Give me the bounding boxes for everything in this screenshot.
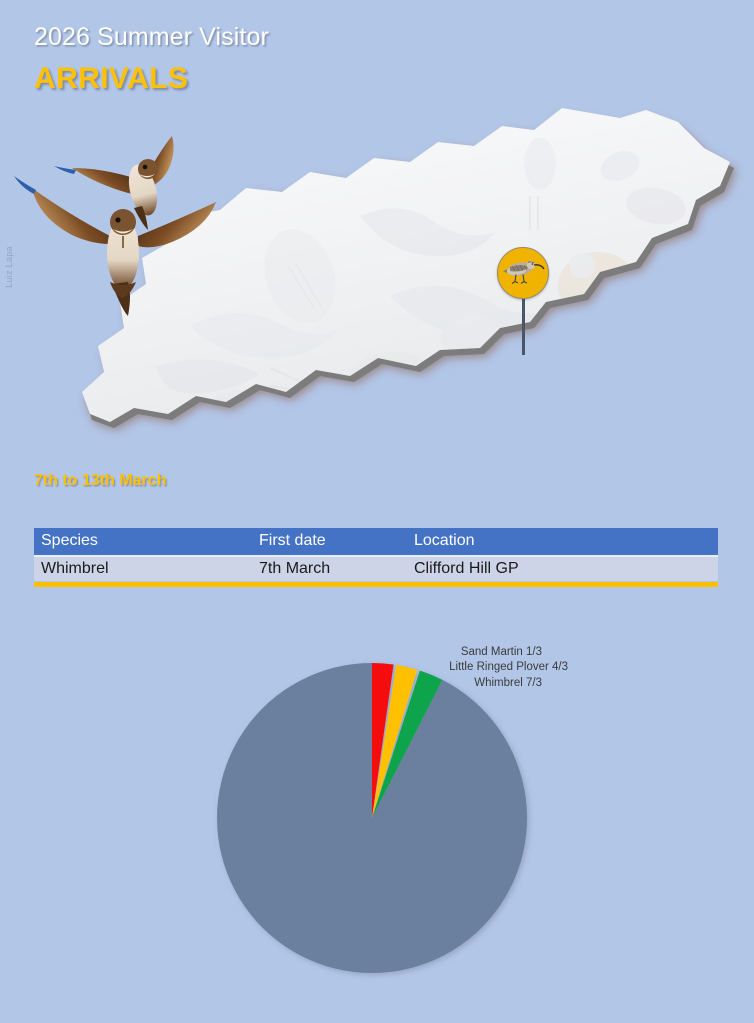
arrivals-table: Species First date Location Whimbrel 7th… xyxy=(34,528,718,581)
pie-chart-labels: Sand Martin 1/3 Little Ringed Plover 4/3… xyxy=(330,645,630,691)
table-head: Species First date Location xyxy=(34,528,718,557)
arrivals-pie-chart xyxy=(200,640,570,990)
cell-first-date: 7th March xyxy=(252,556,407,581)
title-block: 2026 Summer Visitor ARRIVALS xyxy=(34,22,269,96)
pie-slice-little-ringed-plover[interactable] xyxy=(372,664,418,818)
column-header-species[interactable]: Species xyxy=(34,528,252,557)
whimbrel-pin-icon[interactable] xyxy=(497,247,549,299)
week-heading: 7th to 13th March xyxy=(34,472,167,489)
column-header-first-date[interactable]: First date xyxy=(252,528,407,557)
sand-martin-lower xyxy=(14,176,216,316)
map-illustration xyxy=(82,108,736,430)
pie-label-whimbrel: Whimbrel 7/3 xyxy=(474,676,542,689)
pie-slices xyxy=(217,663,528,973)
pie-slice-whimbrel[interactable] xyxy=(372,670,443,818)
pie-slice-sand-martin[interactable] xyxy=(372,663,394,818)
pie-chart-svg xyxy=(217,663,528,973)
county-map xyxy=(60,96,754,446)
pie-label-sand-martin: Sand Martin 1/3 xyxy=(460,646,542,658)
page-title: 2026 Summer Visitor xyxy=(34,23,269,51)
table-accent-underline xyxy=(34,582,718,587)
table-row[interactable]: Whimbrel 7th March Clifford Hill GP xyxy=(34,556,718,581)
table-body: Whimbrel 7th March Clifford Hill GP xyxy=(34,556,718,581)
table-header-row: Species First date Location xyxy=(34,528,718,557)
cell-location: Clifford Hill GP xyxy=(407,556,718,581)
map-pin[interactable] xyxy=(496,247,552,355)
map-pin-stem xyxy=(522,293,525,355)
whimbrel-bird-icon xyxy=(503,260,545,284)
pie-slice-remaining[interactable] xyxy=(217,663,528,973)
pie-label-little-ringed-plover: Little Ringed Plover 4/3 xyxy=(449,661,568,674)
cell-species: Whimbrel xyxy=(34,556,252,581)
sand-martin-upper xyxy=(54,136,174,230)
page-subtitle: ARRIVALS xyxy=(34,62,189,96)
column-header-location[interactable]: Location xyxy=(407,528,718,557)
sand-martins-photo xyxy=(14,136,216,316)
